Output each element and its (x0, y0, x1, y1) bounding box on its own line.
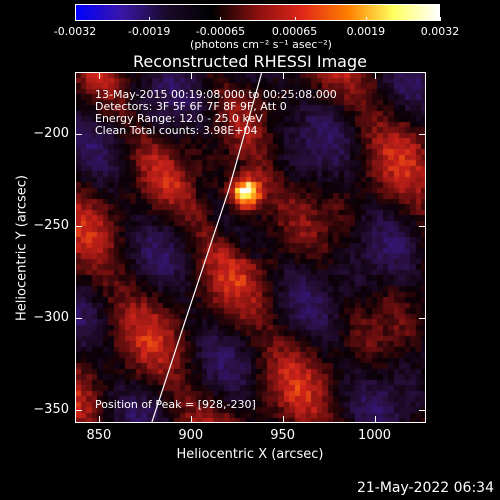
info-time: 13-May-2015 00:19:08.000 to 00:25:08.000 (95, 88, 337, 101)
info-detectors: Detectors: 3F 5F 6F 7F 8F 9F, Att 0 (95, 100, 287, 113)
colorbar-tick (75, 17, 76, 21)
y-tick (75, 318, 82, 320)
x-tick-label: 900 (178, 428, 204, 443)
y-tick (75, 410, 82, 412)
colorbar-tick-label: -0.0019 (127, 25, 171, 38)
y-tick-label: −300 (33, 310, 69, 326)
timestamp: 21-May-2022 06:34 (356, 480, 494, 496)
colorbar-tick-label: -0.0032 (53, 25, 97, 38)
y-tick-label: −350 (33, 402, 69, 418)
y-tick (75, 226, 82, 228)
y-tick (419, 318, 426, 320)
y-tick-label: −250 (33, 218, 69, 234)
x-tick (190, 72, 192, 79)
colorbar-tick (365, 17, 367, 21)
info-peak: Position of Peak = [928,-230] (95, 398, 256, 411)
x-tick (282, 416, 284, 423)
colorbar-tick (149, 17, 151, 21)
x-tick-label: 1000 (357, 428, 392, 443)
y-tick (419, 410, 426, 412)
colorbar-tick (440, 17, 441, 21)
colorbar-tick-label: 0.00065 (271, 25, 318, 38)
x-tick (190, 416, 192, 423)
plot-area: 13-May-2015 00:19:08.000 to 00:25:08.000… (75, 72, 426, 423)
x-tick-label: 950 (270, 428, 296, 443)
y-tick-label: −200 (33, 126, 69, 142)
y-tick (419, 226, 426, 228)
colorbar-tick-label: 0.0019 (346, 25, 386, 38)
x-tick (98, 416, 100, 423)
solar-limb-line (151, 73, 263, 422)
plot-overlay (151, 73, 263, 422)
y-tick (75, 134, 82, 136)
colorbar-units: (photons cm⁻² s⁻¹ asec⁻²) (190, 38, 332, 51)
x-axis-title: Heliocentric X (arcsec) (176, 447, 324, 462)
y-tick (419, 134, 426, 136)
y-axis-title: Heliocentric Y (arcsec) (14, 175, 30, 321)
x-tick (98, 72, 100, 79)
colorbar-tick (220, 17, 222, 21)
colorbar (75, 4, 440, 21)
x-tick (282, 72, 284, 79)
colorbar-tick-label: 0.0032 (420, 25, 460, 38)
heatmap-image (76, 73, 425, 422)
info-energy: Energy Range: 12.0 - 25.0 keV (95, 112, 263, 125)
x-tick (374, 72, 376, 79)
info-clean: Clean Total counts: 3.98E+04 (95, 124, 258, 137)
x-tick (374, 416, 376, 423)
colorbar-tick (294, 17, 296, 21)
chart-title: Reconstructed RHESSI Image (133, 52, 367, 71)
x-tick-label: 850 (86, 428, 112, 443)
colorbar-tick-label: -0.00065 (195, 25, 246, 38)
